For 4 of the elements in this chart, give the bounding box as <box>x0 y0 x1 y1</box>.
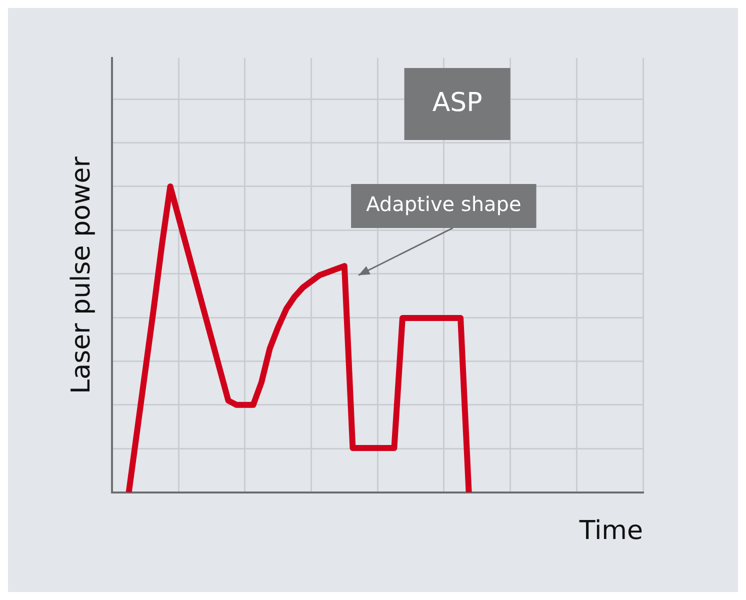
text: ASP <box>432 88 482 118</box>
y-axis-title: Laser pulse power <box>66 156 96 394</box>
x-axis-title: Time <box>578 516 643 546</box>
annotation: Adaptive shape <box>366 192 522 216</box>
